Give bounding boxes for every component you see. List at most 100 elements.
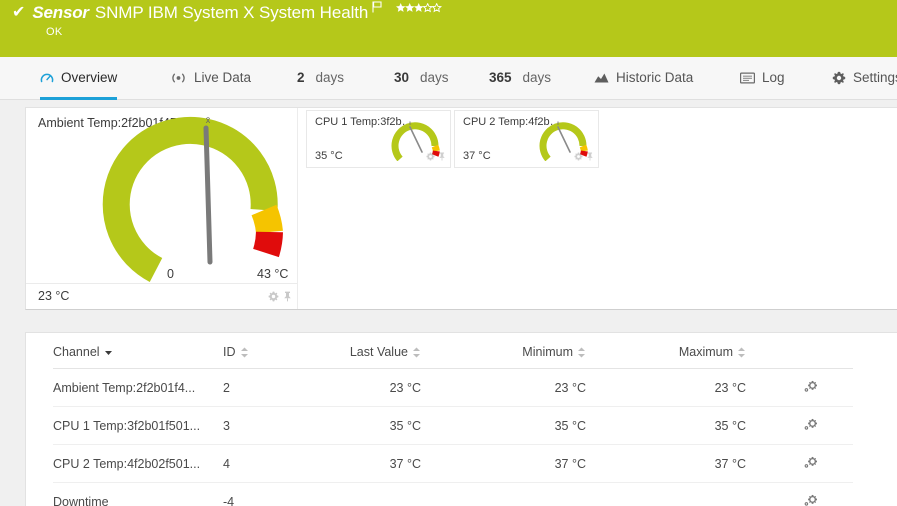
- ambient-temp-gauge-widget[interactable]: Ambient Temp:2f2b01f4501f5c x̄ 0 43 °C: [26, 108, 298, 309]
- gear-icon[interactable]: [426, 148, 435, 166]
- tab-historic-data-label: Historic Data: [616, 70, 694, 85]
- sort-desc-icon: [104, 348, 113, 357]
- cell-channel: Ambient Temp:2f2b01f4...: [53, 368, 223, 407]
- cell-id: 4: [223, 444, 303, 483]
- tab-30-days-number: 30: [394, 70, 410, 85]
- sensor-content-area: Ambient Temp:2f2b01f4501f5c x̄ 0 43 °C: [0, 100, 897, 506]
- column-header-id[interactable]: ID: [223, 345, 303, 369]
- tab-30-days-label: days: [420, 70, 449, 85]
- cell-maximum: 23 °C: [608, 368, 768, 407]
- column-header-actions: [768, 345, 853, 369]
- tab-live-data-label: Live Data: [194, 70, 252, 85]
- cell-last-value: [303, 482, 443, 506]
- column-header-last-value-label: Last Value: [349, 345, 408, 359]
- svg-text:x̄: x̄: [409, 121, 412, 127]
- tab-2-days[interactable]: 2 days: [297, 57, 344, 100]
- gear-icon[interactable]: [804, 380, 818, 396]
- column-header-channel[interactable]: Channel: [53, 345, 223, 369]
- cell-actions[interactable]: [768, 482, 853, 506]
- column-header-id-label: ID: [223, 345, 236, 359]
- tab-log-label: Log: [762, 70, 785, 85]
- gear-icon: [832, 71, 846, 85]
- cpu1-temp-current-value: 35 °C: [315, 150, 343, 162]
- cell-id: 2: [223, 368, 303, 407]
- chart-icon: [594, 72, 609, 84]
- tab-historic-data[interactable]: Historic Data: [594, 57, 693, 100]
- gauge-icon: [40, 71, 54, 85]
- table-row[interactable]: Downtime -4: [53, 482, 853, 506]
- tab-live-data[interactable]: Live Data: [170, 57, 251, 100]
- gear-icon[interactable]: [268, 289, 279, 307]
- cell-minimum: [443, 482, 608, 506]
- tab-365-days-number: 365: [489, 70, 512, 85]
- column-header-maximum-label: Maximum: [678, 345, 733, 359]
- sensor-status-text: OK: [46, 26, 63, 38]
- ambient-temp-current-value: 23 °C: [38, 289, 70, 303]
- table-row[interactable]: CPU 2 Temp:4f2b02f501... 4 37 °C 37 °C 3…: [53, 444, 853, 483]
- cell-maximum: [608, 482, 768, 506]
- column-header-minimum-label: Minimum: [522, 345, 573, 359]
- cell-last-value: 35 °C: [303, 406, 443, 445]
- ambient-temp-scale-min: 0: [167, 267, 174, 281]
- cell-channel: Downtime: [53, 482, 223, 506]
- tab-settings[interactable]: Settings: [832, 57, 897, 100]
- cpu1-temp-widget-icons: [426, 148, 446, 166]
- cell-maximum: 37 °C: [608, 444, 768, 483]
- cell-id: -4: [223, 482, 303, 506]
- tab-overview[interactable]: Overview: [40, 57, 118, 100]
- pin-icon[interactable]: [283, 289, 292, 307]
- cpu1-temp-gauge-widget[interactable]: CPU 1 Temp:3f2b01f5... x̄ 35 °C: [306, 110, 451, 168]
- tab-365-days[interactable]: 365 days: [489, 57, 551, 100]
- sensor-rating-stars[interactable]: [396, 2, 443, 17]
- channels-card: Channel ID: [25, 332, 897, 506]
- tab-2-days-label: days: [315, 70, 345, 85]
- cell-id: 3: [223, 406, 303, 445]
- cell-channel: CPU 1 Temp:3f2b01f501...: [53, 406, 223, 445]
- column-header-channel-label: Channel: [53, 345, 100, 359]
- gear-icon[interactable]: [804, 456, 818, 472]
- column-header-minimum[interactable]: Minimum: [443, 345, 608, 369]
- gear-icon[interactable]: [574, 148, 583, 166]
- pin-icon[interactable]: [586, 148, 594, 166]
- column-header-maximum[interactable]: Maximum: [608, 345, 768, 369]
- cell-actions[interactable]: [768, 406, 853, 445]
- cpu1-temp-gauge-graphic: x̄: [388, 119, 446, 166]
- cell-actions[interactable]: [768, 368, 853, 407]
- cell-actions[interactable]: [768, 444, 853, 483]
- cell-minimum: 37 °C: [443, 444, 608, 483]
- pin-icon[interactable]: [438, 148, 446, 166]
- live-signal-icon: [170, 72, 187, 84]
- cell-maximum: 35 °C: [608, 406, 768, 445]
- cpu2-temp-gauge-widget[interactable]: CPU 2 Temp:4f2b02f5... x̄ 37 °C: [454, 110, 599, 168]
- cell-minimum: 23 °C: [443, 368, 608, 407]
- table-row[interactable]: CPU 1 Temp:3f2b01f501... 3 35 °C 35 °C 3…: [53, 406, 853, 445]
- sensor-name: SNMP IBM System X System Health: [94, 3, 369, 22]
- cell-minimum: 35 °C: [443, 406, 608, 445]
- svg-text:x̄: x̄: [557, 121, 560, 127]
- flag-icon[interactable]: [372, 0, 383, 18]
- cell-last-value: 23 °C: [303, 368, 443, 407]
- gear-icon[interactable]: [804, 418, 818, 434]
- sort-neutral-icon: [412, 347, 421, 358]
- sort-neutral-icon: [577, 347, 586, 358]
- ambient-temp-widget-icons: [268, 289, 292, 307]
- table-row[interactable]: Ambient Temp:2f2b01f4... 2 23 °C 23 °C 2…: [53, 368, 853, 407]
- gauges-card: Ambient Temp:2f2b01f4501f5c x̄ 0 43 °C: [25, 107, 897, 310]
- column-header-last-value[interactable]: Last Value: [303, 345, 443, 369]
- tab-settings-label: Settings: [853, 70, 897, 85]
- sensor-status-header: ✔ Sensor SNMP IBM System X System Health: [0, 0, 897, 57]
- tab-log[interactable]: Log: [740, 57, 785, 100]
- svg-text:x̄: x̄: [206, 115, 211, 125]
- ambient-temp-scale-max: 43 °C: [257, 267, 289, 281]
- cell-last-value: 37 °C: [303, 444, 443, 483]
- cpu2-temp-gauge-graphic: x̄: [536, 119, 594, 166]
- tab-30-days[interactable]: 30 days: [394, 57, 449, 100]
- sensor-title-line: ✔ Sensor SNMP IBM System X System Health: [12, 0, 443, 23]
- cpu2-temp-current-value: 37 °C: [463, 150, 491, 162]
- log-icon: [740, 72, 755, 84]
- table-header-row: Channel ID: [53, 345, 853, 369]
- sensor-type-label: Sensor: [32, 3, 89, 22]
- gear-icon[interactable]: [804, 494, 818, 506]
- cell-channel: CPU 2 Temp:4f2b02f501...: [53, 444, 223, 483]
- sort-neutral-icon: [240, 347, 249, 358]
